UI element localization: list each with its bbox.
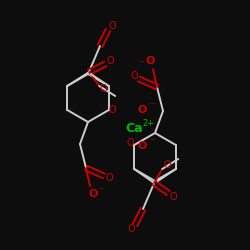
Text: O: O bbox=[164, 160, 171, 170]
Text: O: O bbox=[145, 56, 155, 66]
Text: O: O bbox=[137, 141, 147, 151]
Text: ⁻: ⁻ bbox=[138, 59, 144, 69]
Text: O: O bbox=[100, 84, 107, 94]
Text: O: O bbox=[126, 138, 134, 148]
Text: ⁻: ⁻ bbox=[149, 137, 155, 147]
Text: O: O bbox=[109, 105, 116, 115]
Text: O: O bbox=[170, 192, 177, 202]
Text: O: O bbox=[88, 189, 98, 199]
Text: Ca: Ca bbox=[125, 122, 143, 134]
Text: O: O bbox=[108, 21, 116, 31]
Text: O: O bbox=[105, 173, 113, 183]
Text: O: O bbox=[106, 56, 114, 66]
Text: ⁻: ⁻ bbox=[149, 101, 155, 111]
Text: 2+: 2+ bbox=[142, 118, 154, 128]
Text: ⁻: ⁻ bbox=[98, 186, 104, 196]
Text: O: O bbox=[137, 105, 147, 115]
Text: O: O bbox=[127, 224, 135, 234]
Text: O: O bbox=[130, 71, 138, 81]
